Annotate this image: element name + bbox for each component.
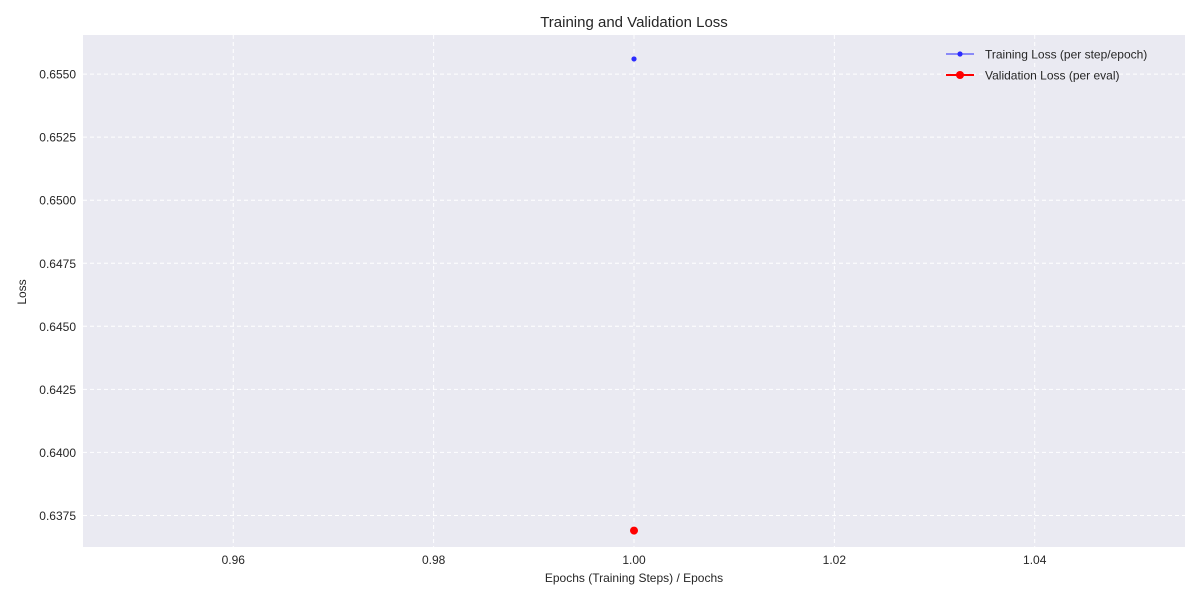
x-tick-label: 1.00 xyxy=(622,553,646,567)
legend: Training Loss (per step/epoch) Validatio… xyxy=(946,48,1147,83)
y-tick-label: 0.6500 xyxy=(39,194,76,208)
y-tick-label: 0.6400 xyxy=(39,446,76,460)
series-1 xyxy=(630,526,638,535)
y-axis-label: Loss xyxy=(15,279,29,304)
x-tick-label: 1.02 xyxy=(823,553,847,567)
data-series xyxy=(630,56,638,535)
legend-validation-label: Validation Loss (per eval) xyxy=(985,69,1120,83)
grid-lines xyxy=(83,35,1185,547)
legend-training-marker xyxy=(957,51,963,57)
y-tick-labels: 0.6375 0.6400 0.6425 0.6450 0.6475 0.6500 0.65… xyxy=(39,68,76,523)
x-tick-label: 0.98 xyxy=(422,553,446,567)
y-tick-label: 0.6425 xyxy=(39,383,76,397)
series-0 xyxy=(631,56,637,62)
chart-title: Training and Validation Loss xyxy=(540,14,728,31)
x-tick-label: 1.04 xyxy=(1023,553,1047,567)
legend-training-label: Training Loss (per step/epoch) xyxy=(985,48,1147,62)
data-point xyxy=(631,56,637,62)
x-axis-label: Epochs (Training Steps) / Epochs xyxy=(545,571,723,585)
legend-validation-marker xyxy=(956,71,964,79)
data-point xyxy=(630,526,638,535)
legend-item-validation: Validation Loss (per eval) xyxy=(946,69,1120,83)
legend-item-training: Training Loss (per step/epoch) xyxy=(946,48,1147,62)
y-tick-label: 0.6550 xyxy=(39,68,76,82)
y-tick-label: 0.6475 xyxy=(39,257,76,271)
x-tick-label: 0.96 xyxy=(222,553,246,567)
y-tick-label: 0.6450 xyxy=(39,320,76,334)
x-tick-labels: 0.96 0.98 1.00 1.02 1.04 xyxy=(222,553,1047,567)
y-tick-label: 0.6375 xyxy=(39,509,76,523)
y-tick-label: 0.6525 xyxy=(39,131,76,145)
